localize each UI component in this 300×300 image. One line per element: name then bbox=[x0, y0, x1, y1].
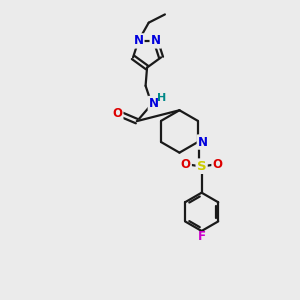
Text: F: F bbox=[198, 230, 206, 243]
Text: N: N bbox=[149, 97, 159, 110]
Text: H: H bbox=[157, 93, 166, 103]
Text: O: O bbox=[112, 107, 122, 120]
Text: N: N bbox=[134, 34, 143, 47]
Text: N: N bbox=[151, 34, 161, 47]
Text: O: O bbox=[212, 158, 223, 171]
Text: N: N bbox=[198, 136, 208, 148]
Text: O: O bbox=[181, 158, 191, 171]
Text: S: S bbox=[197, 160, 206, 173]
